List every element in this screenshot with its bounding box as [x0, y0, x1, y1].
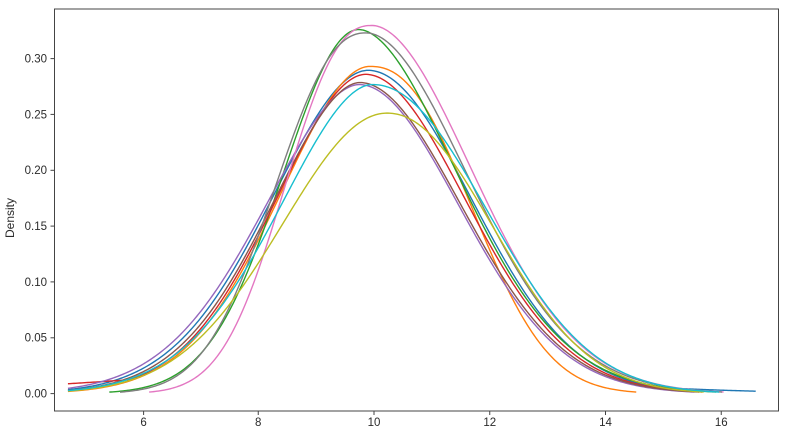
- svg-text:10: 10: [368, 417, 381, 429]
- svg-text:16: 16: [715, 417, 728, 429]
- svg-text:14: 14: [599, 417, 612, 429]
- svg-text:12: 12: [483, 417, 496, 429]
- svg-text:8: 8: [255, 417, 261, 429]
- svg-text:6: 6: [140, 417, 146, 429]
- svg-text:0.25: 0.25: [25, 109, 47, 121]
- svg-text:Density: Density: [3, 198, 17, 238]
- svg-text:0.05: 0.05: [25, 333, 47, 345]
- svg-text:0.30: 0.30: [25, 54, 47, 66]
- svg-text:0.15: 0.15: [25, 221, 47, 233]
- svg-text:0.20: 0.20: [25, 165, 47, 177]
- svg-text:0.10: 0.10: [25, 277, 47, 289]
- svg-text:0.00: 0.00: [25, 389, 47, 401]
